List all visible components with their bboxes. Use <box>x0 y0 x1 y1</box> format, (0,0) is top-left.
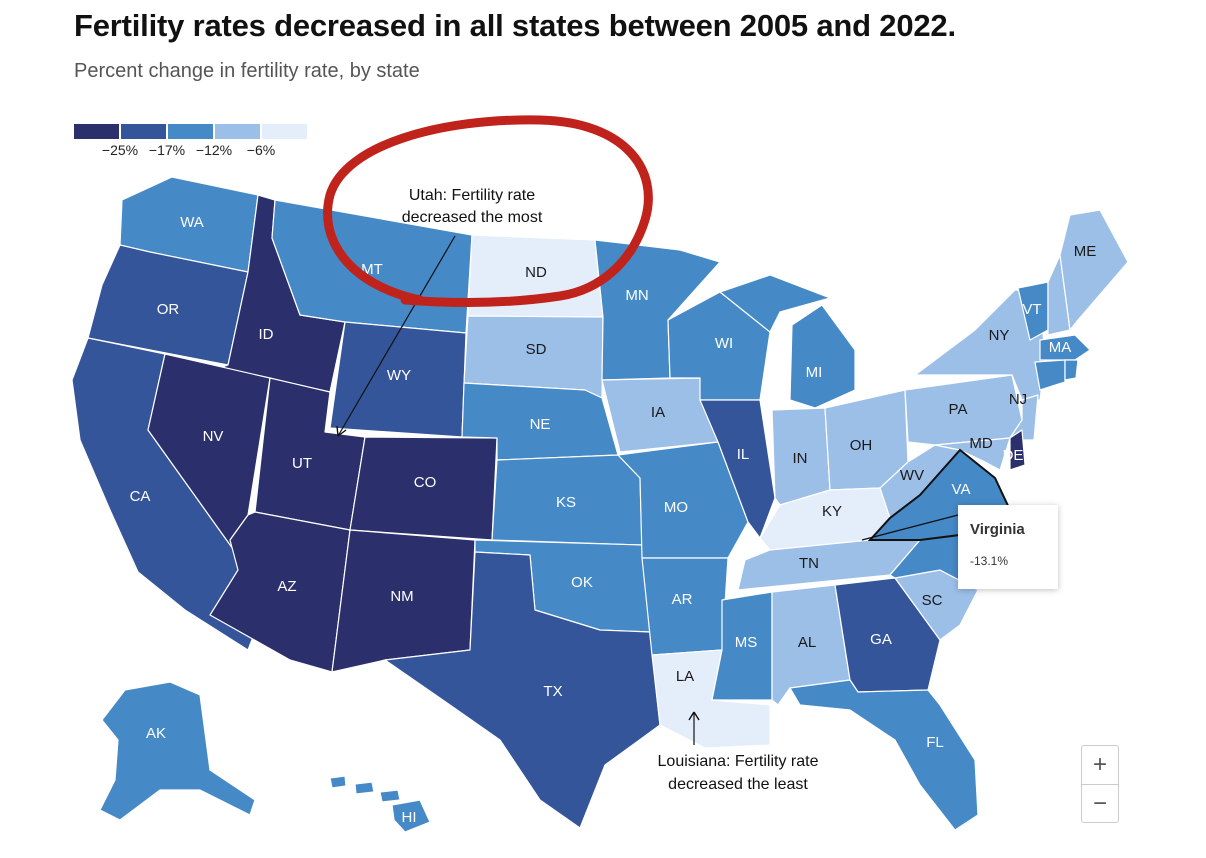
state-label-DE: DE <box>1003 447 1024 464</box>
zoom-out-button[interactable]: − <box>1082 784 1118 823</box>
state-labels: WA OR CA ID NV UT AZ MT WY CO NM ND SD N… <box>130 214 1097 826</box>
state-label-MA: MA <box>1049 339 1072 356</box>
state-label-ID: ID <box>259 326 274 343</box>
state-label-LA: LA <box>676 668 694 685</box>
state-AK[interactable] <box>99 681 256 821</box>
legend-tick: −6% <box>246 142 276 158</box>
chart-subtitle: Percent change in fertility rate, by sta… <box>74 60 420 82</box>
state-label-HI: HI <box>402 809 417 826</box>
state-label-PA: PA <box>949 401 968 418</box>
virginia-tooltip: Virginia -13.1% <box>958 505 1058 589</box>
state-label-IN: IN <box>793 450 808 467</box>
state-label-UT: UT <box>292 455 312 472</box>
state-label-TX: TX <box>543 683 562 700</box>
state-label-ND: ND <box>525 264 547 281</box>
legend-bar <box>74 124 309 139</box>
state-label-FL: FL <box>926 734 944 751</box>
state-TX[interactable] <box>384 551 661 829</box>
state-label-AL: AL <box>798 634 816 651</box>
zoom-controls: + − <box>1081 745 1119 823</box>
virginia-leader-line <box>861 514 959 541</box>
state-label-ME: ME <box>1074 243 1097 260</box>
states-layer <box>71 176 1129 833</box>
louisiana-arrow-head <box>688 711 700 721</box>
state-MA[interactable] <box>1039 334 1091 361</box>
state-label-WY: WY <box>387 367 411 384</box>
state-label-GA: GA <box>870 631 892 648</box>
state-label-MD: MD <box>969 435 992 452</box>
state-FL[interactable] <box>789 679 979 831</box>
legend-swatch-5 <box>262 124 307 139</box>
state-label-MN: MN <box>625 287 648 304</box>
louisiana-annotation-line2: decreased the least <box>668 776 808 793</box>
state-label-IA: IA <box>651 404 665 421</box>
state-label-CO: CO <box>414 474 437 491</box>
state-label-WV: WV <box>900 467 924 484</box>
red-circle-annotation <box>323 115 653 308</box>
state-DE[interactable] <box>1009 429 1026 471</box>
state-MS[interactable] <box>711 591 773 701</box>
utah-arrow-head <box>336 425 347 437</box>
chart-title: Fertility rates decreased in all states … <box>74 8 956 43</box>
state-label-SD: SD <box>526 341 547 358</box>
legend-swatch-3 <box>168 124 213 139</box>
state-RI[interactable] <box>1064 359 1079 381</box>
tooltip-state-name: Virginia <box>970 521 1025 538</box>
legend-ticks: −25% −17% −12% −6% <box>74 139 309 159</box>
state-label-NY: NY <box>989 327 1010 344</box>
state-label-CA: CA <box>130 488 151 505</box>
state-label-IL: IL <box>737 446 750 463</box>
state-MD[interactable] <box>934 437 1011 471</box>
state-label-MI: MI <box>806 364 823 381</box>
state-label-OH: OH <box>850 437 873 454</box>
state-label-MS: MS <box>735 634 758 651</box>
state-CT[interactable] <box>1034 359 1066 391</box>
state-HI[interactable] <box>329 775 431 833</box>
legend-swatch-1 <box>74 124 119 139</box>
louisiana-annotation-line1: Louisiana: Fertility rate <box>658 753 819 770</box>
state-MI-up[interactable] <box>719 274 831 333</box>
tooltip-value: -13.1% <box>970 554 1009 568</box>
state-label-KS: KS <box>556 494 576 511</box>
state-label-SC: SC <box>922 592 943 609</box>
state-label-OR: OR <box>157 301 180 318</box>
state-label-MO: MO <box>664 499 688 516</box>
state-label-AR: AR <box>672 591 693 608</box>
state-label-VA: VA <box>952 481 971 498</box>
utah-annotation-line2: decreased the most <box>402 209 543 226</box>
legend-swatch-4 <box>215 124 260 139</box>
state-label-VT: VT <box>1022 301 1041 318</box>
state-label-NV: NV <box>203 428 224 445</box>
state-label-NM: NM <box>390 588 413 605</box>
legend-tick: −25% <box>101 142 139 158</box>
state-ME[interactable] <box>1059 209 1129 331</box>
state-label-WI: WI <box>715 335 733 352</box>
state-label-NJ: NJ <box>1009 391 1027 408</box>
utah-annotation-line1: Utah: Fertility rate <box>409 187 535 204</box>
legend-swatch-2 <box>121 124 166 139</box>
legend-tick: −12% <box>195 142 233 158</box>
state-label-TN: TN <box>799 555 819 572</box>
state-label-OK: OK <box>571 574 593 591</box>
legend-tick: −17% <box>148 142 186 158</box>
state-label-AZ: AZ <box>277 578 296 595</box>
utah-arrow-line <box>337 235 456 437</box>
color-legend: −25% −17% −12% −6% <box>74 124 309 159</box>
virginia-highlight-outline <box>867 448 1017 541</box>
state-label-AK: AK <box>146 725 166 742</box>
state-label-NE: NE <box>530 416 551 433</box>
state-label-KY: KY <box>822 503 842 520</box>
state-label-WA: WA <box>180 214 204 231</box>
zoom-in-button[interactable]: + <box>1092 751 1107 778</box>
state-MI[interactable] <box>789 304 856 409</box>
